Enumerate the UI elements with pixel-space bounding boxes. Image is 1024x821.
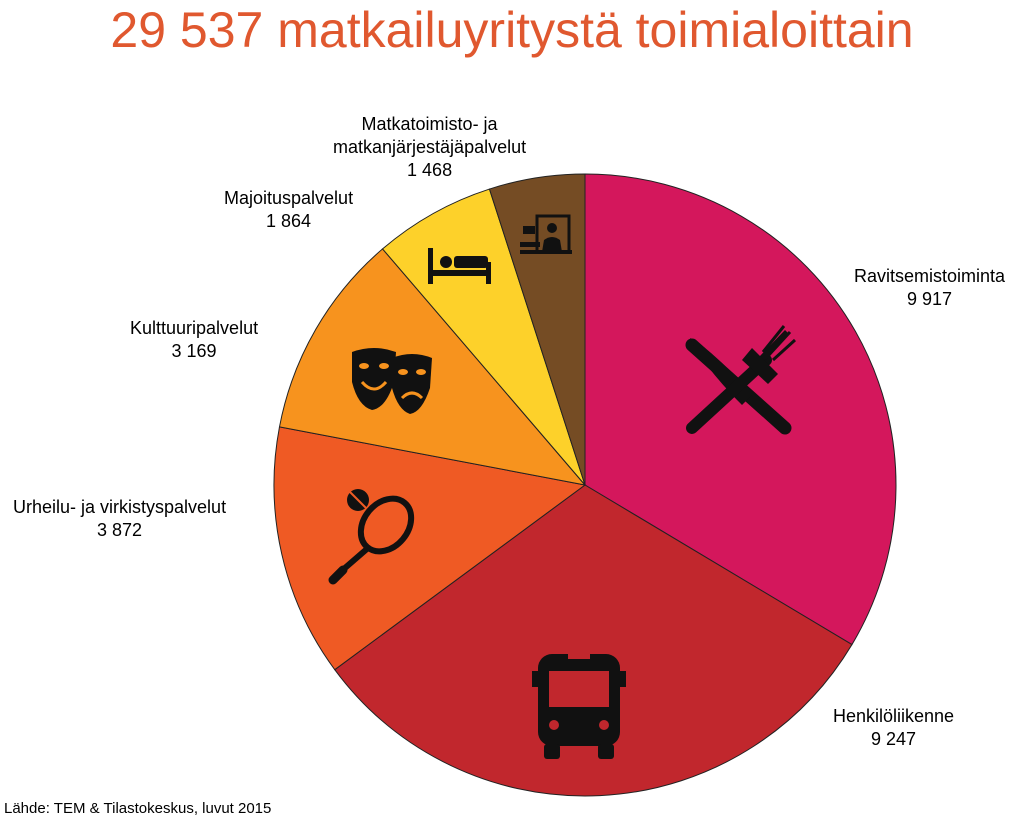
tennis-racket-icon (328, 489, 415, 585)
bus-icon (532, 654, 626, 759)
pie-slice-2 (273, 426, 587, 671)
source-note: Lähde: TEM & Tilastokeskus, luvut 2015 (4, 800, 272, 817)
label-ravitsemistoiminta: Ravitsemistoiminta 9 917 (854, 266, 1006, 309)
pie-slice-1 (334, 484, 853, 797)
label-majoituspalvelut: Majoituspalvelut 1 864 (224, 188, 354, 231)
pie-slice-3 (278, 248, 587, 486)
chart-title: 29 537 matkailuyritystä toimialoittain (110, 2, 914, 58)
theater-masks-icon (352, 348, 432, 414)
label-henkiloliikenne: Henkilöliikenne 9 247 (833, 706, 955, 749)
bed-icon (428, 248, 491, 284)
label-matkatoimisto-palvelut: Matkatoimisto- ja matkanjärjestäjäpalvel… (333, 114, 527, 180)
label-urheilu-virkistyspalvelut: Urheilu- ja virkistyspalvelut 3 872 (13, 497, 227, 540)
pie-slice-4 (381, 188, 586, 486)
fork-knife-icon (685, 325, 797, 435)
pie-slice-0 (584, 173, 897, 646)
travel-agent-icon (520, 214, 572, 254)
label-kulttuuripalvelut: Kulttuuripalvelut 3 169 (130, 318, 259, 361)
